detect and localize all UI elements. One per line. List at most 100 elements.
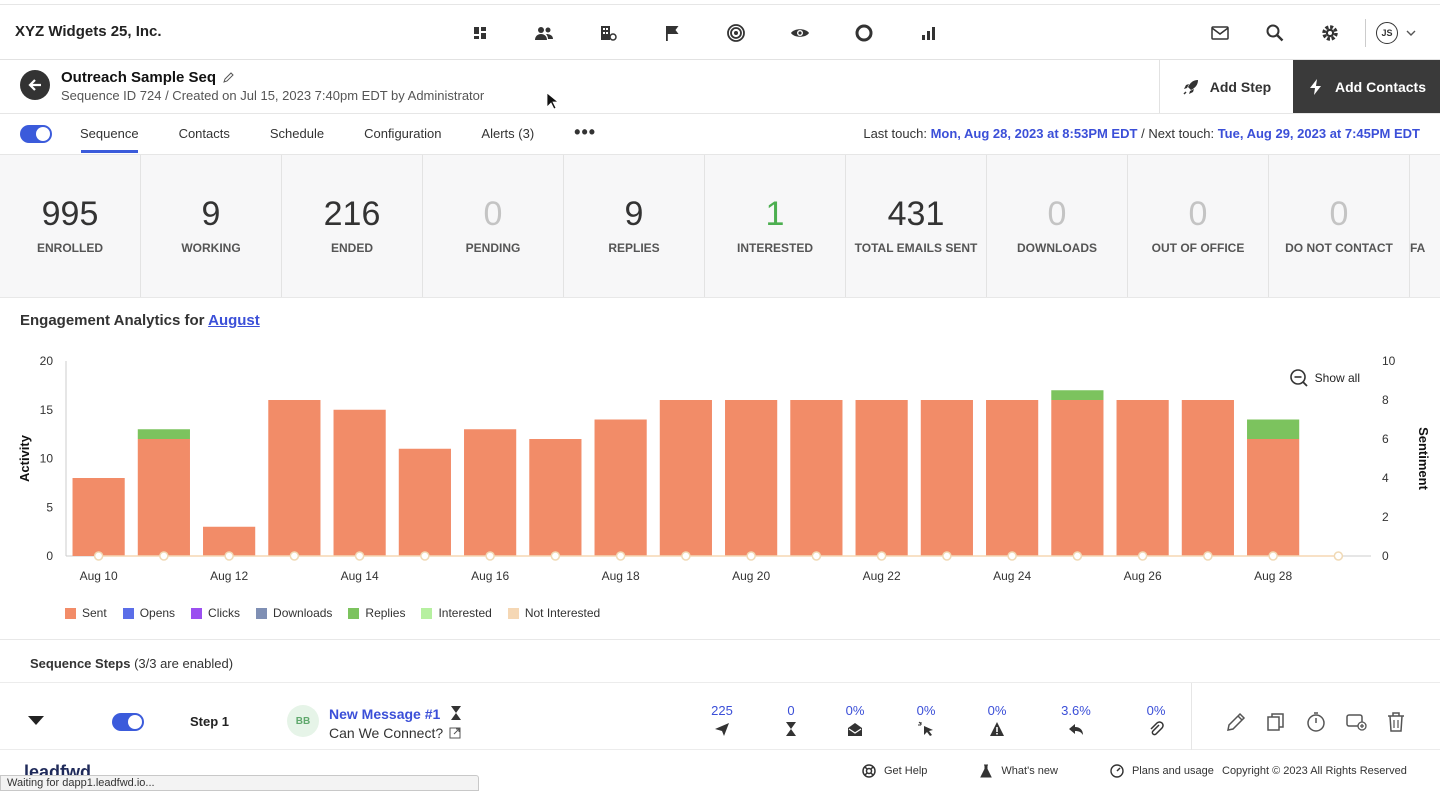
- warning-icon: [990, 722, 1004, 736]
- tab-contacts[interactable]: Contacts: [178, 126, 230, 141]
- mail-icon[interactable]: [1192, 19, 1247, 47]
- chevron-down-icon[interactable]: [1406, 28, 1416, 38]
- reports-icon[interactable]: [896, 19, 960, 47]
- delete-step-icon[interactable]: [1385, 711, 1407, 733]
- eye-icon[interactable]: [768, 19, 832, 47]
- legend-swatch: [421, 607, 433, 619]
- touch-info: Last touch: Mon, Aug 28, 2023 at 8:53PM …: [863, 126, 1420, 141]
- metric-sent[interactable]: 225: [692, 703, 752, 737]
- step-label: Step 1: [190, 714, 230, 729]
- sequence-title: Outreach Sample Seq: [61, 69, 234, 86]
- copyright-text: Copyright © 2023 All Rights Reserved: [1222, 765, 1407, 777]
- metric-bounced-value: 0%: [987, 703, 1007, 718]
- last-touch-label: Last touch:: [863, 126, 927, 141]
- stat-value: 216: [323, 195, 381, 233]
- flag-icon[interactable]: [640, 19, 704, 47]
- expand-step-icon[interactable]: [28, 716, 44, 725]
- stat-card-working[interactable]: 9 WORKING: [141, 155, 282, 297]
- legend-item-replies[interactable]: Replies: [348, 606, 405, 620]
- legend-item-downloads[interactable]: Downloads: [256, 606, 332, 620]
- brand-name: XYZ Widgets 25, Inc.: [15, 23, 162, 40]
- stat-card-out-of-office[interactable]: 0 OUT OF OFFICE: [1128, 155, 1269, 297]
- add-step-button[interactable]: Add Step: [1159, 60, 1293, 113]
- metric-clicked[interactable]: 0%: [896, 703, 956, 737]
- tab-sequence[interactable]: Sequence: [60, 114, 159, 154]
- nav-divider: [1365, 19, 1366, 47]
- target-icon[interactable]: [704, 19, 768, 47]
- metric-sent-value: 225: [711, 703, 733, 718]
- legend-item-not-interested[interactable]: Not Interested: [507, 606, 600, 620]
- stat-value: 0: [483, 195, 503, 233]
- stat-card-total-emails-sent[interactable]: 431 TOTAL EMAILS SENT: [846, 155, 987, 297]
- legend-item-interested[interactable]: Interested: [421, 606, 492, 620]
- legend-item-sent[interactable]: Sent: [65, 606, 107, 620]
- whats-new-link[interactable]: What's new: [979, 764, 1058, 778]
- stat-card-ended[interactable]: 216 ENDED: [282, 155, 423, 297]
- metric-downloads[interactable]: 0%: [1126, 703, 1186, 737]
- sentiment-point: [876, 551, 887, 561]
- next-touch-value: Tue, Aug 29, 2023 at 7:45PM EDT: [1217, 126, 1420, 141]
- bar-replies-aug-28: [1247, 419, 1300, 439]
- open-external-icon[interactable]: [449, 727, 461, 739]
- stat-card-pending[interactable]: 0 PENDING: [423, 155, 564, 297]
- search-icon[interactable]: [1247, 19, 1302, 47]
- metric-replied[interactable]: 3.6%: [1046, 703, 1106, 737]
- metric-pending-value: 0: [787, 703, 795, 718]
- dashboard-icon[interactable]: [448, 19, 512, 47]
- more-tabs-icon[interactable]: •••: [574, 122, 597, 142]
- tab-configuration[interactable]: Configuration: [364, 126, 442, 141]
- bar-sent-aug-14: [333, 409, 386, 556]
- tab-alerts[interactable]: Alerts (3): [481, 126, 535, 141]
- add-message-icon[interactable]: [1345, 711, 1367, 733]
- x-tick-label: Aug 24: [993, 569, 1031, 583]
- x-tick-label: Aug 12: [210, 569, 248, 583]
- add-contacts-button[interactable]: Add Contacts: [1293, 60, 1440, 113]
- stat-card-replies[interactable]: 9 REPLIES: [564, 155, 705, 297]
- delay-timer-icon[interactable]: [1305, 711, 1327, 733]
- circle-icon[interactable]: [832, 19, 896, 47]
- get-help-link[interactable]: Get Help: [862, 764, 927, 778]
- plans-usage-link[interactable]: Plans and usage: [1110, 764, 1214, 778]
- edit-step-icon[interactable]: [1225, 711, 1247, 733]
- stat-label: REPLIES: [608, 241, 660, 255]
- stats-row: 995 ENROLLED 9 WORKING 216 ENDED 0 PENDING 9 REPL…: [0, 155, 1440, 298]
- metric-bounced[interactable]: 0%: [967, 703, 1027, 737]
- step-enabled-toggle[interactable]: [112, 713, 144, 731]
- analytics-title-prefix: Engagement Analytics for: [20, 312, 205, 329]
- sentiment-point: [615, 551, 626, 561]
- sentiment-point: [1268, 551, 1278, 561]
- stat-label: WORKING: [181, 241, 241, 255]
- sequence-steps-title: Sequence Steps (3/3 are enabled): [30, 656, 233, 671]
- show-all-button[interactable]: Show all: [1289, 368, 1360, 388]
- stat-value: 0: [1188, 195, 1208, 233]
- contacts-icon[interactable]: [512, 19, 576, 47]
- tab-schedule[interactable]: Schedule: [269, 126, 325, 141]
- edit-title-icon[interactable]: [222, 71, 234, 84]
- legend-item-clicks[interactable]: Clicks: [191, 606, 240, 620]
- stat-card-do-not-contact[interactable]: 0 DO NOT CONTACT: [1269, 155, 1410, 297]
- metric-opened[interactable]: 0%: [825, 703, 885, 737]
- back-button[interactable]: [20, 70, 50, 100]
- sequence-enabled-toggle[interactable]: [20, 125, 52, 143]
- analytics-month-link[interactable]: August: [208, 312, 260, 329]
- legend-swatch: [122, 607, 134, 619]
- stat-card-enrolled[interactable]: 995 ENROLLED: [0, 155, 141, 297]
- copy-step-icon[interactable]: [1265, 711, 1287, 733]
- message-title-link[interactable]: New Message #1: [329, 705, 462, 722]
- legend-item-opens[interactable]: Opens: [122, 606, 175, 620]
- stat-card-downloads[interactable]: 0 DOWNLOADS: [987, 155, 1128, 297]
- legend-swatch: [507, 607, 519, 619]
- footer-links: Get Help What's new Plans and usage: [862, 764, 1266, 778]
- zoom-out-icon: [1289, 369, 1308, 387]
- stat-card-interested[interactable]: 1 INTERESTED: [705, 155, 846, 297]
- stat-label: ENROLLED: [37, 241, 103, 255]
- stat-card-fa[interactable]: FA: [1410, 155, 1440, 297]
- message-title-text: New Message #1: [329, 706, 441, 722]
- gear-icon[interactable]: [1302, 19, 1357, 47]
- metric-pending[interactable]: 0: [761, 703, 821, 737]
- user-avatar[interactable]: JS: [1376, 22, 1398, 44]
- bar-sent-aug-15: [398, 448, 451, 556]
- companies-icon[interactable]: [576, 19, 640, 47]
- stat-value: 9: [624, 195, 644, 233]
- last-touch-value: Mon, Aug 28, 2023 at 8:53PM EDT: [930, 126, 1138, 141]
